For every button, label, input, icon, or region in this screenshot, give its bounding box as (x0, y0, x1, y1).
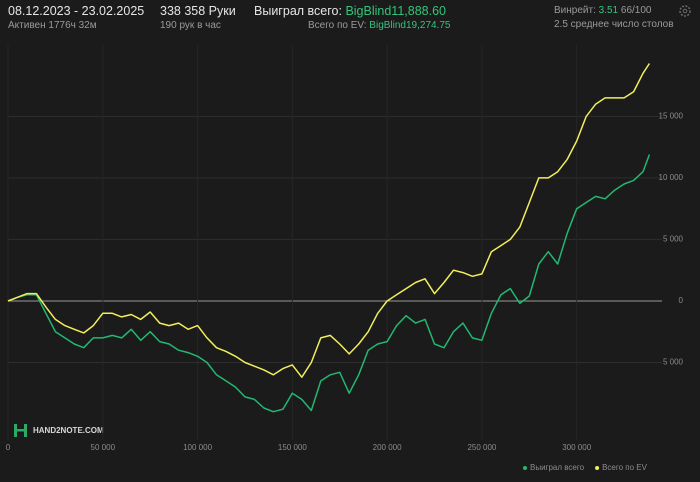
hands-per-hour: 190 рук в час (160, 20, 221, 31)
series-line (7, 154, 651, 413)
legend-marker (523, 466, 527, 470)
watermark-text: HAND2NOTE.COM (33, 426, 104, 435)
winrate-label: Винрейт: (554, 5, 596, 16)
won-label: Выиграл всего: (254, 4, 342, 18)
legend-marker (595, 466, 600, 470)
y-tick-label: 10 000 (659, 173, 684, 182)
x-tick-label: 0 (6, 443, 11, 452)
x-tick-label: 100 000 (183, 443, 212, 452)
ev-label: Всего по EV: (308, 20, 367, 31)
grid (7, 45, 662, 440)
ev-value: BigBlind19,274.75 (369, 20, 451, 31)
y-tick-label: 5 000 (663, 358, 684, 367)
x-tick-label: 250 000 (467, 443, 496, 452)
x-tick-label: 200 000 (373, 443, 402, 452)
winrate-extra: 66/100 (620, 5, 652, 16)
active-time: Активен 1776ч 32м (8, 20, 97, 31)
x-tick-label: 50 000 (91, 443, 116, 452)
x-tick-label: 300 000 (562, 443, 591, 452)
y-tick-label: 15 000 (659, 111, 684, 120)
won-value: BigBlind11,888.60 (345, 4, 446, 18)
y-tick-label: 5 000 (663, 235, 684, 244)
series-line (7, 63, 651, 378)
legend-label: Выиграл всего (530, 463, 585, 472)
y-tick-label: 0 (679, 296, 684, 305)
tables: 2.5 среднее число столов (554, 19, 674, 30)
winrate-value: 3.51 (598, 5, 619, 16)
hands: 338 358 Руки (160, 4, 236, 18)
legend-label: Всего по EV (602, 463, 648, 472)
watermark: HAND2NOTE.COM (14, 424, 104, 437)
winrate: Винрейт: 3.51 66/100 (554, 5, 651, 16)
x-tick-label: 150 000 (278, 443, 307, 452)
ev-total: Всего по EV: BigBlind19,274.75 (308, 20, 450, 31)
settings-icon[interactable] (679, 5, 691, 17)
won-total: Выиграл всего: BigBlind11,888.60 (254, 4, 446, 18)
date-range: 08.12.2023 - 23.02.2025 (8, 4, 145, 18)
